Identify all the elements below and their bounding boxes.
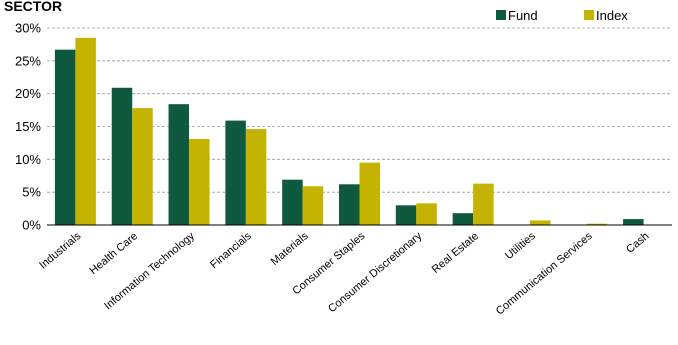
legend: Fund Index bbox=[496, 8, 628, 23]
legend-label-index: Index bbox=[596, 8, 628, 23]
x-tick-label: Cash bbox=[624, 230, 651, 256]
bars bbox=[54, 37, 644, 225]
bar-index-utilities bbox=[529, 220, 551, 225]
y-tick-label: 15% bbox=[15, 119, 41, 134]
bar-index-consumer-discretionary bbox=[416, 203, 437, 225]
bar-index-materials bbox=[302, 186, 324, 225]
bar-index-communication-services bbox=[586, 223, 608, 225]
grid-lines bbox=[47, 27, 672, 193]
x-tick-label: Utilities bbox=[503, 230, 538, 262]
bar-fund-real-estate bbox=[452, 213, 474, 225]
bar-fund-financials bbox=[225, 120, 246, 225]
legend-label-fund: Fund bbox=[508, 8, 538, 23]
y-tick-label: 5% bbox=[22, 185, 41, 200]
y-axis-ticks: 0% 5% 10% 15% 20% 25% 30% bbox=[15, 21, 41, 233]
bar-index-health-care bbox=[132, 108, 153, 225]
x-tick-label: Industrials bbox=[37, 230, 84, 272]
legend-swatch-index bbox=[584, 10, 594, 20]
x-tick-label: Real Estate bbox=[430, 230, 481, 276]
y-tick-label: 0% bbox=[22, 218, 41, 233]
bar-fund-materials bbox=[282, 179, 303, 225]
y-tick-label: 10% bbox=[15, 152, 41, 167]
x-tick-label: Financials bbox=[208, 230, 254, 271]
bar-index-real-estate bbox=[473, 183, 494, 225]
bar-fund-consumer-discretionary bbox=[395, 205, 417, 225]
x-tick-label: Consumer Discretionary bbox=[326, 230, 424, 315]
y-tick-label: 30% bbox=[15, 21, 41, 36]
bar-fund-industrials bbox=[54, 49, 76, 225]
y-tick-label: 20% bbox=[15, 86, 41, 101]
x-tick-label: Communication Services bbox=[494, 230, 595, 318]
bar-index-consumer-staples bbox=[359, 162, 380, 225]
bar-fund-cash bbox=[623, 219, 644, 225]
x-tick-label: Materials bbox=[269, 230, 311, 268]
legend-swatch-fund bbox=[496, 10, 506, 20]
bar-fund-health-care bbox=[111, 87, 133, 225]
bar-index-industrials bbox=[75, 37, 96, 225]
x-tick-label: Health Care bbox=[87, 230, 140, 277]
bar-index-information-technology bbox=[189, 138, 210, 225]
y-tick-label: 25% bbox=[15, 53, 41, 68]
chart-title: SECTOR bbox=[4, 0, 62, 14]
bar-fund-consumer-staples bbox=[339, 184, 360, 225]
bar-fund-information-technology bbox=[168, 104, 190, 225]
bar-index-financials bbox=[245, 129, 267, 225]
